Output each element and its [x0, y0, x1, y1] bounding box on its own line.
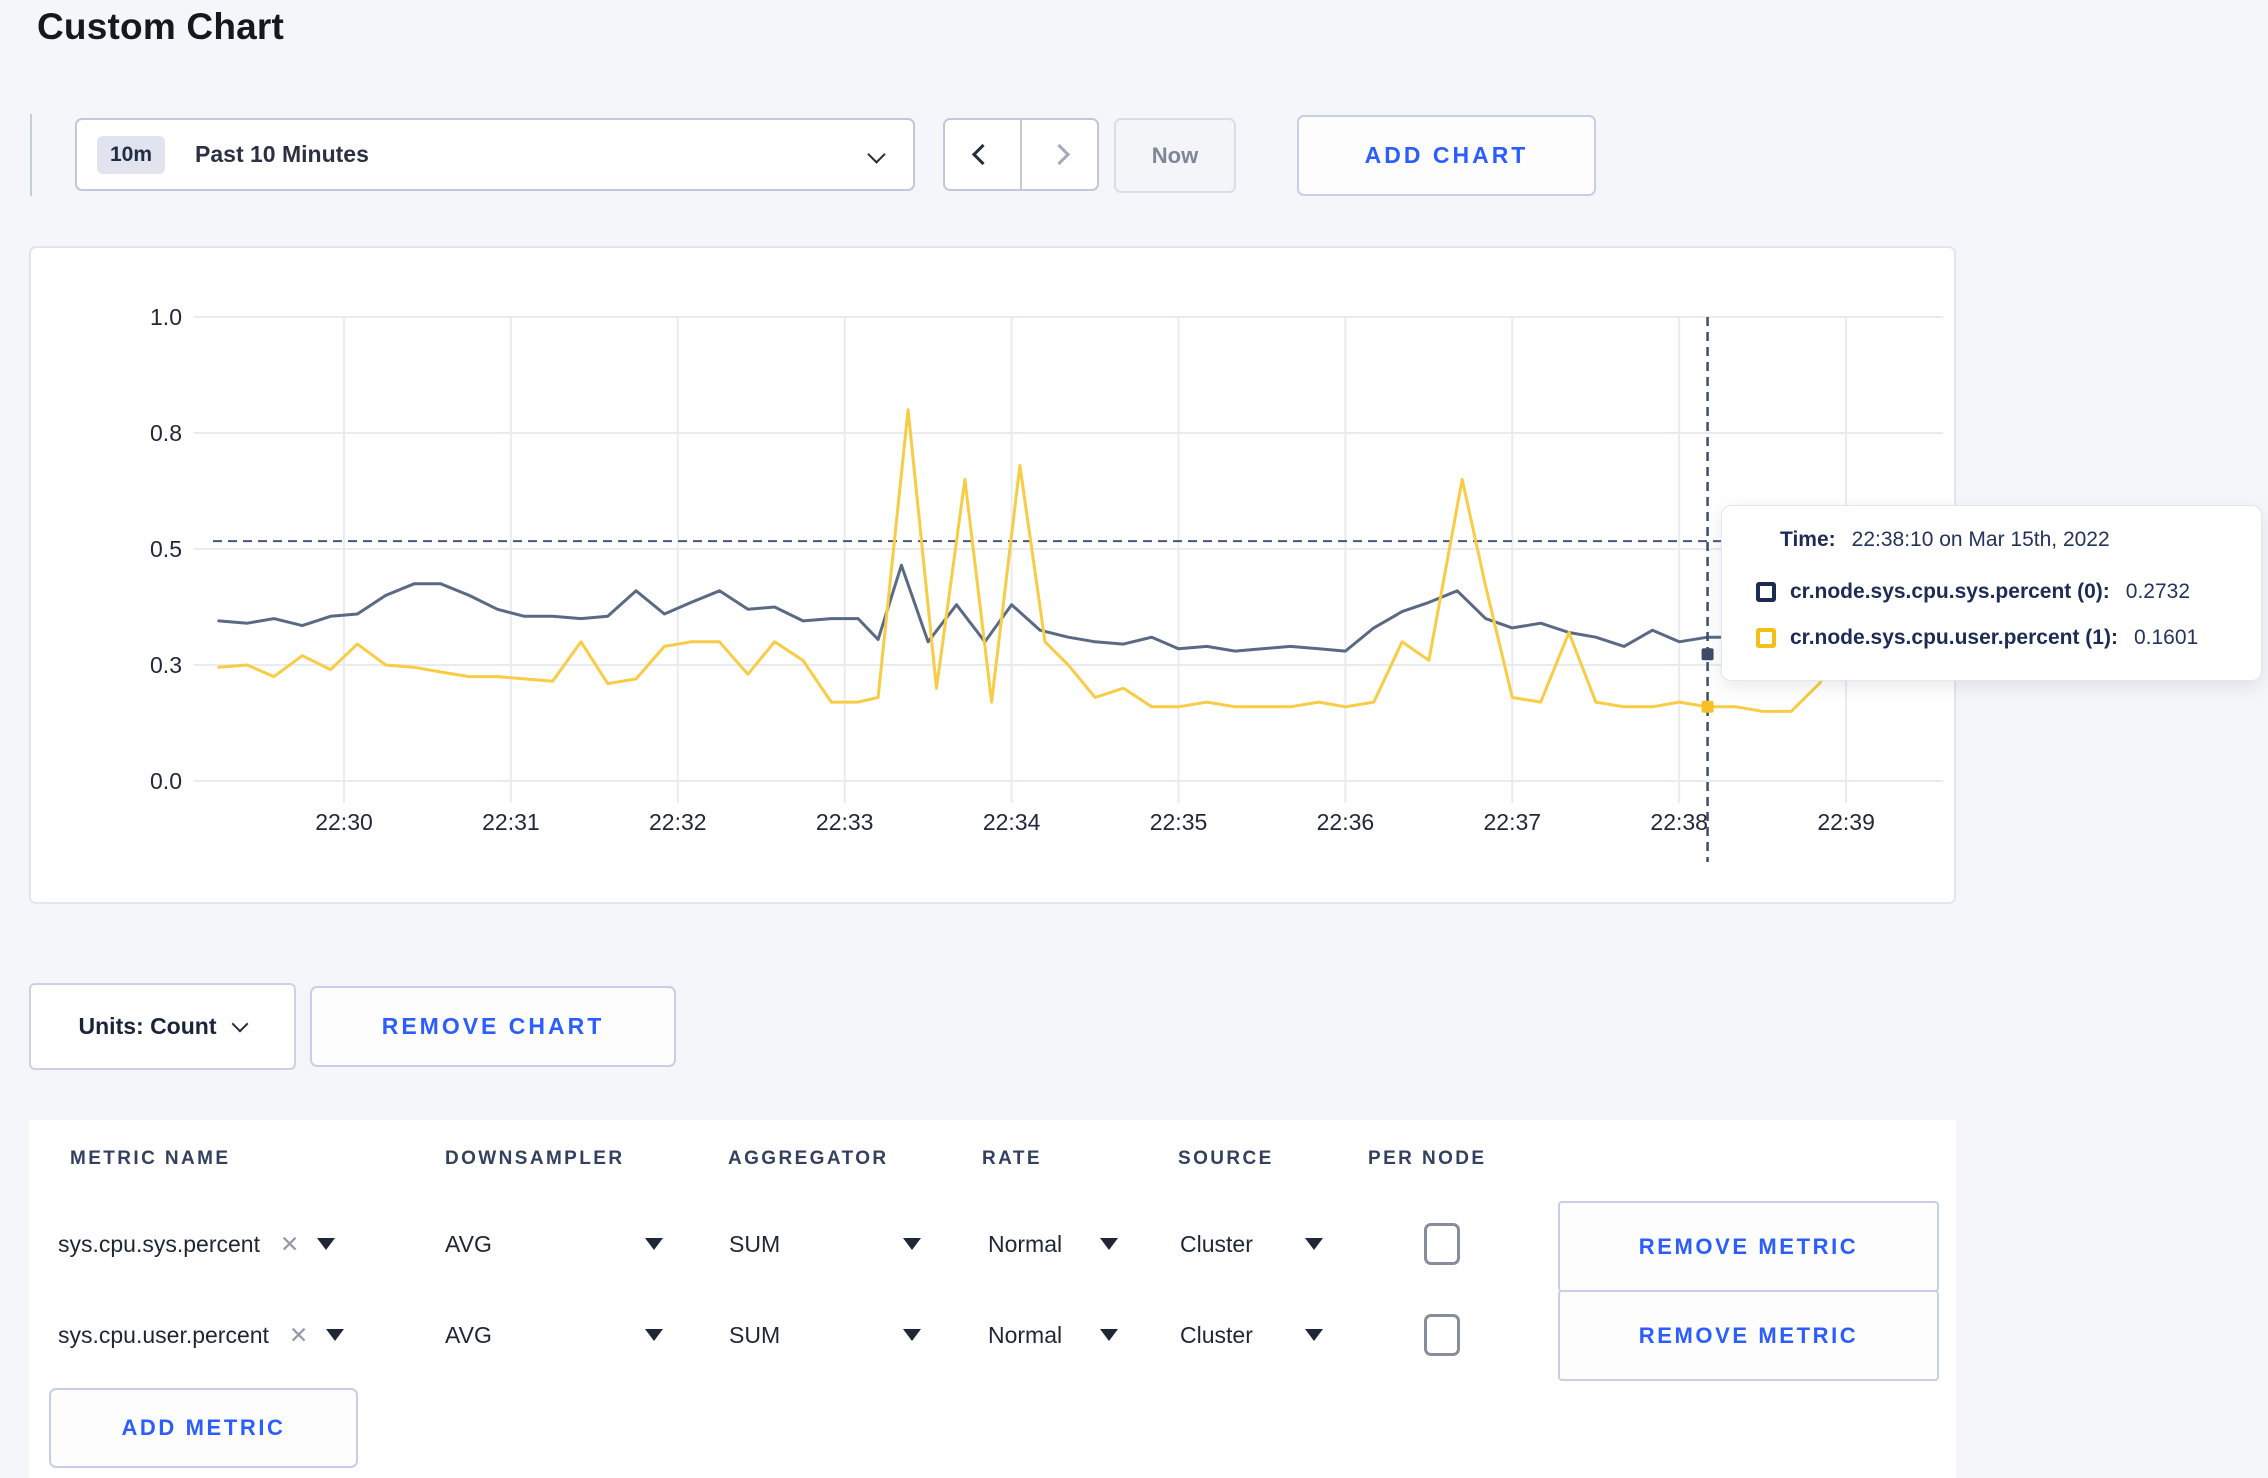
x-axis-tick-label: 22:36	[1317, 809, 1375, 835]
downsampler-value: AVG	[445, 1321, 492, 1348]
add-metric-button[interactable]: ADD METRIC	[49, 1388, 358, 1468]
tooltip-series-label: cr.node.sys.cpu.sys.percent (0):	[1790, 580, 2110, 603]
metric-name: sys.cpu.sys.percent	[58, 1230, 260, 1257]
downsampler-dropdown[interactable]: AVG	[445, 1290, 663, 1380]
source-value: Cluster	[1180, 1230, 1253, 1257]
time-range-label: Past 10 Minutes	[195, 141, 369, 167]
series-swatch-icon	[1756, 628, 1776, 648]
source-value: Cluster	[1180, 1321, 1253, 1348]
chart-card[interactable]: 0.0 0.3 0.5 0.8 1.0 22:30 22:31 22:32 22:33 22:34…	[29, 246, 1956, 904]
rate-dropdown[interactable]: Normal	[988, 1290, 1118, 1380]
caret-down-icon	[1305, 1329, 1323, 1341]
col-header-source: SOURCE	[1178, 1148, 1274, 1169]
x-axis-tick-label: 22:34	[983, 809, 1041, 835]
metric-name-dropdown[interactable]: sys.cpu.user.percent ✕	[58, 1290, 345, 1380]
tooltip-series-row: cr.node.sys.cpu.user.percent (1): 0.1601	[1756, 626, 2198, 650]
metric-row: sys.cpu.user.percent ✕ AVG SUM Normal Cl…	[0, 1290, 2268, 1380]
x-axis-tick-label: 22:32	[649, 809, 707, 835]
downsampler-value: AVG	[445, 1230, 492, 1257]
units-label: Units: Count	[78, 1013, 217, 1039]
next-interval-button[interactable]	[1022, 120, 1097, 189]
caret-down-icon	[1100, 1238, 1118, 1250]
chevron-left-icon	[971, 143, 994, 166]
col-header-per-node: PER NODE	[1368, 1148, 1487, 1169]
per-node-checkbox[interactable]	[1424, 1223, 1460, 1265]
time-range-badge: 10m	[97, 135, 166, 174]
caret-down-icon	[1305, 1238, 1323, 1250]
y-axis-tick-label: 0.5	[150, 536, 182, 562]
caret-down-icon	[903, 1329, 921, 1341]
x-axis-tick-label: 22:39	[1817, 809, 1875, 835]
aggregator-value: SUM	[729, 1321, 781, 1348]
caret-down-icon	[326, 1329, 345, 1341]
tooltip-time-row: Time: 22:38:10 on Mar 15th, 2022	[1780, 528, 2110, 552]
crosshair-marker	[1701, 648, 1714, 661]
x-axis-tick-label: 22:35	[1150, 809, 1208, 835]
chevron-right-icon	[1048, 143, 1071, 166]
crosshair-marker	[1701, 700, 1714, 713]
col-header-downsampler: DOWNSAMPLER	[445, 1148, 625, 1169]
toolbar-divider	[30, 114, 32, 196]
series-line	[217, 563, 1865, 653]
x-axis-tick-label: 22:38	[1650, 809, 1708, 835]
chart-tooltip: Time: 22:38:10 on Mar 15th, 2022 cr.node…	[1721, 505, 2262, 681]
tooltip-series-value: 0.1601	[2133, 626, 2199, 649]
series-swatch-icon	[1756, 582, 1776, 602]
metric-name: sys.cpu.user.percent	[58, 1321, 269, 1348]
caret-down-icon	[903, 1238, 921, 1250]
remove-metric-button[interactable]: REMOVE METRIC	[1558, 1201, 1939, 1292]
tooltip-time-label: Time:	[1780, 528, 1836, 551]
caret-down-icon	[317, 1238, 336, 1250]
series-line	[217, 408, 1865, 713]
close-icon[interactable]: ✕	[288, 1321, 309, 1348]
aggregator-dropdown[interactable]: SUM	[729, 1199, 921, 1289]
y-axis-tick-label: 0.8	[150, 420, 182, 446]
chevron-down-icon	[867, 145, 886, 164]
y-axis-tick-label: 1.0	[150, 304, 182, 330]
remove-chart-button[interactable]: REMOVE CHART	[310, 986, 676, 1067]
now-button[interactable]: Now	[1114, 118, 1236, 193]
time-step-buttons	[943, 118, 1099, 191]
per-node-checkbox[interactable]	[1424, 1314, 1460, 1356]
x-axis-tick-label: 22:30	[315, 809, 373, 835]
y-axis-tick-label: 0.0	[150, 768, 182, 794]
add-chart-button[interactable]: ADD CHART	[1297, 115, 1596, 196]
x-axis-tick-label: 22:33	[816, 809, 874, 835]
prev-interval-button[interactable]	[945, 120, 1022, 189]
units-dropdown[interactable]: Units: Count	[29, 983, 296, 1070]
x-axis-tick-label: 22:31	[482, 809, 540, 835]
tooltip-series-label: cr.node.sys.cpu.user.percent (1):	[1790, 626, 2118, 649]
time-range-dropdown[interactable]: 10m Past 10 Minutes	[75, 118, 915, 191]
col-header-aggregator: AGGREGATOR	[728, 1148, 889, 1169]
aggregator-dropdown[interactable]: SUM	[729, 1290, 921, 1380]
rate-dropdown[interactable]: Normal	[988, 1199, 1118, 1289]
tooltip-series-row: cr.node.sys.cpu.sys.percent (0): 0.2732	[1756, 580, 2190, 604]
x-axis-tick-label: 22:37	[1484, 809, 1542, 835]
caret-down-icon	[645, 1329, 663, 1341]
page-title: Custom Chart	[37, 6, 285, 47]
downsampler-dropdown[interactable]: AVG	[445, 1199, 663, 1289]
col-header-rate: RATE	[982, 1148, 1042, 1169]
tooltip-series-value: 0.2732	[2125, 580, 2191, 603]
caret-down-icon	[645, 1238, 663, 1250]
timeseries-chart[interactable]: 0.0 0.3 0.5 0.8 1.0 22:30 22:31 22:32 22:33 22:34…	[31, 248, 1954, 902]
caret-down-icon	[1100, 1329, 1118, 1341]
y-axis-tick-label: 0.3	[150, 652, 182, 678]
remove-metric-button[interactable]: REMOVE METRIC	[1558, 1290, 1939, 1381]
source-dropdown[interactable]: Cluster	[1180, 1199, 1323, 1289]
chevron-down-icon	[231, 1015, 249, 1032]
aggregator-value: SUM	[729, 1230, 781, 1257]
metric-name-dropdown[interactable]: sys.cpu.sys.percent ✕	[58, 1199, 336, 1289]
rate-value: Normal	[988, 1230, 1063, 1257]
source-dropdown[interactable]: Cluster	[1180, 1290, 1323, 1380]
close-icon[interactable]: ✕	[279, 1230, 300, 1257]
tooltip-time-value: 22:38:10 on Mar 15th, 2022	[1851, 528, 2110, 551]
col-header-metric-name: METRIC NAME	[70, 1148, 231, 1169]
metric-row: sys.cpu.sys.percent ✕ AVG SUM Normal Clu…	[0, 1199, 2268, 1289]
rate-value: Normal	[988, 1321, 1063, 1348]
